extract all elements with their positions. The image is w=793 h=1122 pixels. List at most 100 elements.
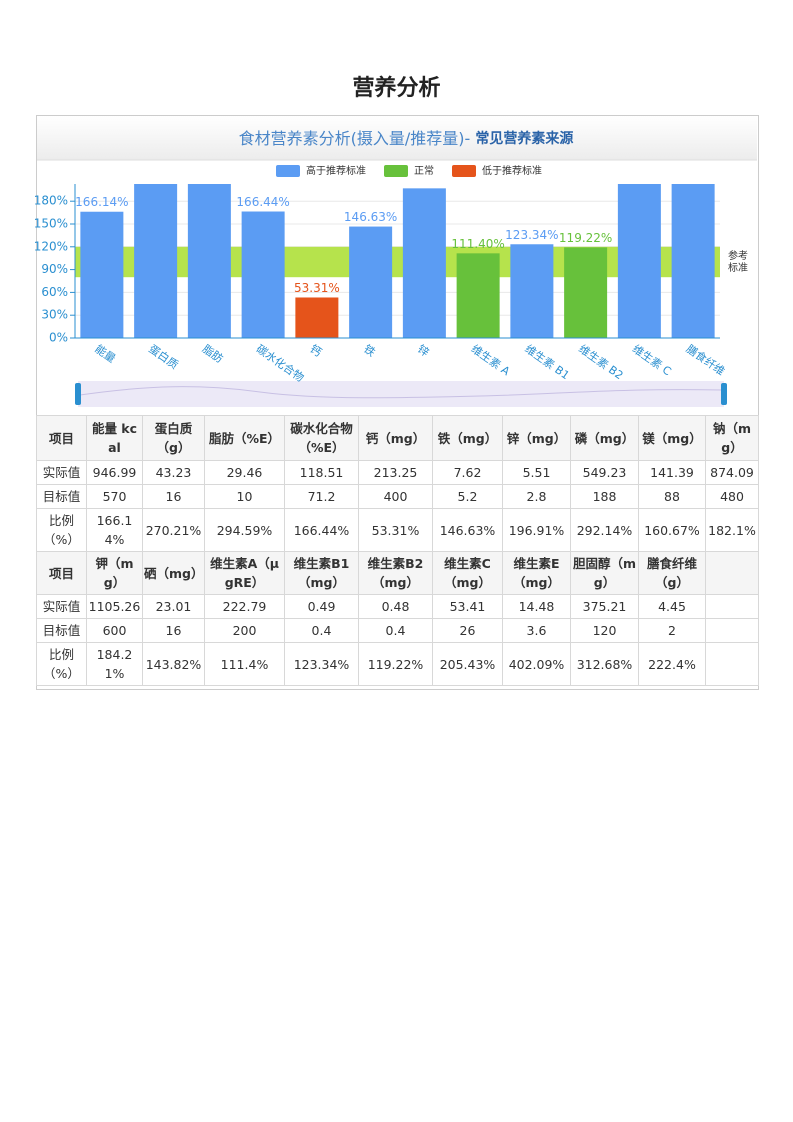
table-cell: 222.4% — [638, 642, 706, 686]
table-cell: 53.41 — [432, 594, 503, 619]
table-cell: 118.51 — [284, 460, 359, 485]
table-cell: 目标值 — [36, 484, 87, 509]
table-cell: 43.23 — [142, 460, 205, 485]
bar — [510, 244, 554, 338]
header-cell: 磷（mg） — [570, 415, 639, 461]
chart: 食材营养素分析(摄入量/推荐量)- 常见营养素来源 高于推荐标准 正常 低于推荐标准… — [34, 116, 757, 407]
value-label: 111.40% — [451, 237, 504, 251]
y-tick-label: 120% — [34, 239, 68, 253]
empty-cell — [705, 551, 759, 595]
header-cell: 硒（mg） — [142, 551, 205, 595]
table-cell: 874.09 — [705, 460, 759, 485]
table-cell: 5.51 — [502, 460, 571, 485]
reference-band — [75, 246, 720, 278]
x-tick-label: 维生素 B1 — [522, 341, 572, 382]
bar — [80, 211, 124, 338]
table-cell: 0.48 — [358, 594, 433, 619]
header-cell: 锌（mg） — [502, 415, 571, 461]
table-cell: 188 — [570, 484, 639, 509]
table-cell: 16 — [142, 618, 205, 643]
x-tick-label: 钙 — [307, 341, 324, 359]
legend-swatch — [384, 165, 408, 177]
x-tick-label: 能量 — [92, 341, 118, 365]
table-cell: 5.2 — [432, 484, 503, 509]
legend-label: 高于推荐标准 — [306, 164, 366, 177]
table-cell: 4.45 — [638, 594, 706, 619]
header-cell: 维生素E（mg） — [502, 551, 571, 595]
table-cell: 实际值 — [36, 594, 87, 619]
table-cell: 375.21 — [570, 594, 639, 619]
title-part: 食材营养素分析(摄入量/推荐量)- — [239, 129, 476, 148]
table-cell: 213.25 — [358, 460, 433, 485]
header-cell: 铁（mg） — [432, 415, 503, 461]
y-tick-label: 30% — [41, 308, 68, 322]
header-cell: 膳食纤维（g） — [638, 551, 706, 595]
y-tick-label: 90% — [41, 262, 68, 276]
header-cell: 钙（mg） — [358, 415, 433, 461]
table-cell: 402.09% — [502, 642, 571, 686]
table-row: 比例（%） 166.14% 270.21% 294.59% 166.44% 53.31% 1… — [36, 508, 759, 552]
legend-swatch — [452, 165, 476, 177]
legend-label: 正常 — [414, 164, 434, 177]
table-row: 实际值 946.99 43.23 29.46 118.51 213.25 7.62 5.51 5… — [36, 460, 759, 485]
value-label: 119.22% — [559, 231, 612, 245]
table-cell: 14.48 — [502, 594, 571, 619]
table-cell: 3.6 — [502, 618, 571, 643]
header-cell: 胆固醇（mg） — [570, 551, 639, 595]
table-cell: 比例（%） — [36, 508, 87, 552]
table-cell: 目标值 — [36, 618, 87, 643]
table-cell: 29.46 — [204, 460, 285, 485]
x-tick-label: 锌 — [415, 341, 432, 359]
table-cell: 166.14% — [86, 508, 143, 552]
bar — [564, 247, 608, 338]
empty-cell — [705, 642, 759, 686]
value-label: 146.63% — [344, 210, 397, 224]
header-cell: 维生素C（mg） — [432, 551, 503, 595]
header-cell: 维生素B2（mg） — [358, 551, 433, 595]
bar — [456, 253, 500, 338]
table-body: 项目 能量 kcal 蛋白质（g） 脂肪（%E） 碳水化合物（%E） 钙（mg） 铁（mg）… — [36, 415, 759, 686]
table-cell: 600 — [86, 618, 143, 643]
header-cell: 项目 — [36, 415, 87, 461]
table-cell: 0.4 — [358, 618, 433, 643]
table-cell: 10 — [204, 484, 285, 509]
bar — [241, 211, 285, 338]
empty-cell — [705, 594, 759, 619]
table-cell: 实际值 — [36, 460, 87, 485]
header-cell: 能量 kcal — [86, 415, 143, 461]
bar — [187, 184, 231, 338]
table-cell: 312.68% — [570, 642, 639, 686]
table-cell: 270.21% — [142, 508, 205, 552]
bar — [134, 184, 178, 338]
zoom-handle[interactable] — [721, 383, 727, 405]
header-row: 项目 能量 kcal 蛋白质（g） 脂肪（%E） 碳水化合物（%E） 钙（mg） 铁（mg）… — [36, 415, 759, 461]
x-tick-label: 蛋白质 — [146, 341, 181, 371]
table-cell: 0.4 — [284, 618, 359, 643]
panel — [36, 115, 759, 690]
table-cell: 71.2 — [284, 484, 359, 509]
table-cell: 160.67% — [638, 508, 706, 552]
table-cell: 53.31% — [358, 508, 433, 552]
y-tick-label: 150% — [34, 217, 68, 231]
table-cell: 480 — [705, 484, 759, 509]
table-cell: 120 — [570, 618, 639, 643]
bar — [295, 297, 339, 338]
table-row: 目标值 570 16 10 71.2 400 5.2 2.8 188 88 480 — [36, 484, 759, 509]
header-cell: 蛋白质（g） — [142, 415, 205, 461]
zoom-handle[interactable] — [75, 383, 81, 405]
x-tick-label: 膳食纤维 — [684, 341, 728, 378]
table-cell: 184.21% — [86, 642, 143, 686]
zoom-preview — [79, 386, 723, 399]
table-cell: 119.22% — [358, 642, 433, 686]
header-cell: 维生素B1（mg） — [284, 551, 359, 595]
value-label: 166.44% — [236, 195, 289, 209]
table-cell: 2.8 — [502, 484, 571, 509]
table-cell: 7.62 — [432, 460, 503, 485]
bar — [402, 188, 446, 338]
table-cell: 205.43% — [432, 642, 503, 686]
y-tick-label: 60% — [41, 285, 68, 299]
chart-header — [37, 116, 757, 160]
table-cell: 294.59% — [204, 508, 285, 552]
x-tick-label: 脂肪 — [200, 341, 226, 365]
zoom-track[interactable] — [78, 381, 724, 407]
